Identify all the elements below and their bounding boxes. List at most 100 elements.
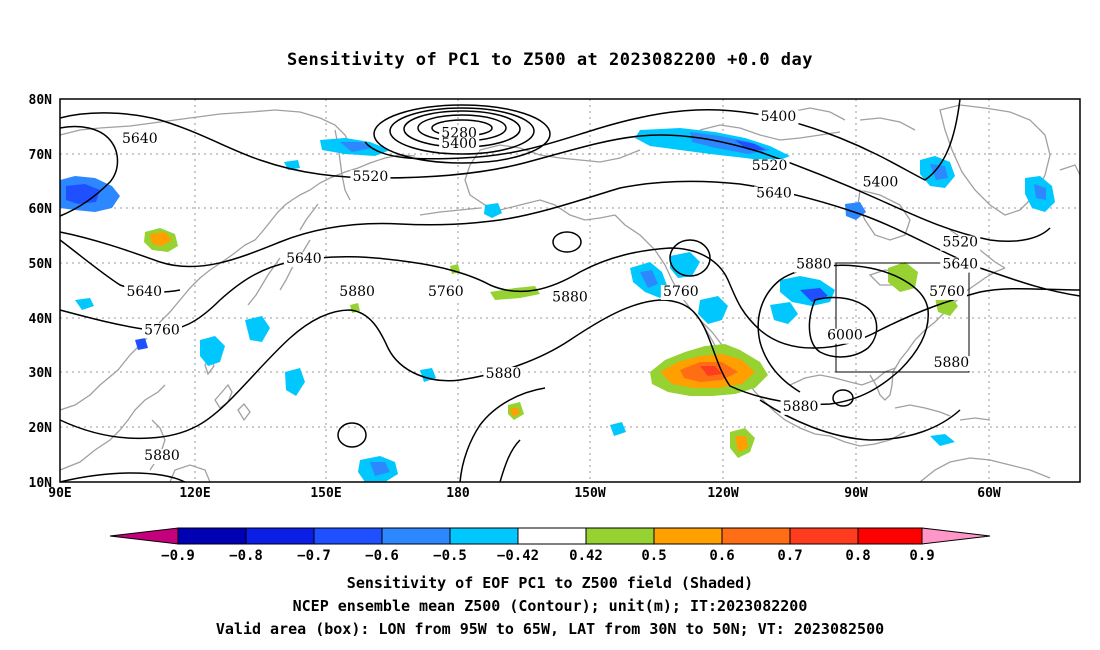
lat-label-70n: 70N xyxy=(29,148,53,163)
lat-label-30n: 30N xyxy=(29,366,53,381)
lon-label-150e: 150E xyxy=(310,486,341,501)
contour-label-bg xyxy=(483,367,524,383)
sensitivity-shading xyxy=(60,128,1055,482)
lat-label-50n: 50N xyxy=(29,257,53,272)
colorbar-tick-label: 0.7 xyxy=(777,548,802,564)
colorbar-tick-label: −0.6 xyxy=(365,548,399,564)
contour-label: 5640 xyxy=(126,284,162,300)
colorbar-tick-label: −0.5 xyxy=(433,548,467,564)
contour-label-bg xyxy=(749,159,790,175)
contour-label: 5520 xyxy=(353,169,389,185)
colorbar-segment xyxy=(177,527,247,545)
contour-label-bg xyxy=(350,170,391,186)
colorbar-segment xyxy=(857,527,923,545)
contour-label-bg xyxy=(425,284,466,300)
contour-label-bg xyxy=(337,284,378,300)
contour-label-bg xyxy=(124,284,165,300)
colorbar-tick-label: −0.7 xyxy=(297,548,331,564)
contour-label: 5640 xyxy=(286,251,322,267)
colorbar-segment xyxy=(585,527,655,545)
colorbar-tick-label: 0.8 xyxy=(845,548,870,564)
colorbar-tick-label: 0.6 xyxy=(709,548,734,564)
colorbar-under-triangle xyxy=(109,527,179,545)
colorbar-over-triangle xyxy=(921,527,991,545)
lat-label-20n: 20N xyxy=(29,421,53,436)
contour-label: 5880 xyxy=(486,366,522,382)
contour-label: 5640 xyxy=(122,131,158,147)
figure-title: Sensitivity of PC1 to Z500 at 2023082200… xyxy=(286,50,813,70)
contour-label-bg xyxy=(439,137,480,153)
contour-label: 5640 xyxy=(756,185,792,201)
lon-label-180: 180 xyxy=(446,486,470,501)
valid-area-box xyxy=(835,262,970,373)
contour-label-bg xyxy=(754,186,794,202)
contour-label: 6000 xyxy=(827,328,863,344)
contour-label-bg xyxy=(550,290,590,306)
lon-label-90w: 90W xyxy=(844,486,868,501)
contour-label: 5760 xyxy=(144,322,180,338)
colorbar-segment xyxy=(449,527,519,545)
contour-label: 5400 xyxy=(863,175,899,191)
contour-label-bg xyxy=(758,109,799,125)
z500-contours xyxy=(59,98,1081,483)
caption-shading: Sensitivity of EOF PC1 to Z500 field (Sh… xyxy=(346,574,754,592)
contour-label-bg xyxy=(940,257,981,273)
contour-label: 5880 xyxy=(339,284,375,300)
colorbar-segment xyxy=(653,527,723,545)
contour-label: 5400 xyxy=(441,136,477,152)
colorbar-tick-label: −0.42 xyxy=(497,548,539,564)
contour-label: 5880 xyxy=(552,289,588,305)
contour-label-bg xyxy=(142,449,182,465)
contour-label: 5760 xyxy=(929,284,965,300)
colorbar-tick-label: −0.9 xyxy=(161,548,195,564)
lon-label-150w: 150W xyxy=(574,486,605,501)
contour-label-bg xyxy=(142,323,182,339)
lon-label-120w: 120W xyxy=(707,486,738,501)
contour-label: 5760 xyxy=(428,284,464,300)
contour-label-bg xyxy=(660,284,701,300)
contour-label: 5400 xyxy=(761,109,797,125)
caption-valid-area: Valid area (box): LON from 95W to 65W, L… xyxy=(215,620,885,638)
contour-label-bg xyxy=(283,252,324,268)
lat-label-80n: 80N xyxy=(29,93,53,108)
contour-label: 5880 xyxy=(783,399,819,415)
colorbar-tick-label: 0.42 xyxy=(569,548,603,564)
contour-labels: 5640 528054005520564056405760588058805760… xyxy=(119,109,981,465)
contour-label: 5880 xyxy=(144,448,180,464)
map-frame xyxy=(59,98,1081,483)
colorbar-tick-label: 0.9 xyxy=(909,548,934,564)
colorbar-segment xyxy=(721,527,791,545)
caption-contour: NCEP ensemble mean Z500 (Contour); unit(… xyxy=(292,597,808,615)
contour-label-bg xyxy=(119,131,160,147)
lon-label-120e: 120E xyxy=(179,486,210,501)
lon-label-60w: 60W xyxy=(977,486,1001,501)
contour-label-bg xyxy=(931,356,972,372)
lat-label-60n: 60N xyxy=(29,202,53,217)
colorbar-segment xyxy=(381,527,451,545)
contour-label-bg xyxy=(940,235,981,251)
graticule xyxy=(60,99,1080,482)
contour-label: 5640 xyxy=(942,257,978,273)
contour-label: 5880 xyxy=(934,355,970,371)
colorbar-segment xyxy=(313,527,383,545)
contour-label-bg xyxy=(793,257,834,273)
colorbar-tick-label: 0.5 xyxy=(641,548,666,564)
contour-label-bg xyxy=(926,284,967,300)
contour-label-bg xyxy=(780,399,821,415)
colorbar-segment xyxy=(245,527,315,545)
contour-label: 5760 xyxy=(663,284,699,300)
contour-label: 5520 xyxy=(942,235,978,251)
contour-label: 5520 xyxy=(752,158,788,174)
colorbar-tick-label: −0.8 xyxy=(229,548,263,564)
colorbar: −0.9 −0.8 −0.7 −0.6 −0.5 −0.42 0.42 0.5 … xyxy=(109,527,991,564)
colorbar-segment xyxy=(517,527,587,545)
longitude-labels: 90E 120E 150E 180 150W 120W 90W 60W xyxy=(48,486,1001,501)
latitude-labels: 80N 70N 60N 50N 40N 30N 20N 10N xyxy=(29,93,53,491)
lat-label-10n: 10N xyxy=(29,476,53,491)
lat-label-40n: 40N xyxy=(29,312,53,327)
colorbar-segment xyxy=(789,527,859,545)
lon-label-90e: 90E xyxy=(48,486,71,501)
contour-label: 5880 xyxy=(796,257,832,273)
contour-label-bg xyxy=(860,175,901,191)
